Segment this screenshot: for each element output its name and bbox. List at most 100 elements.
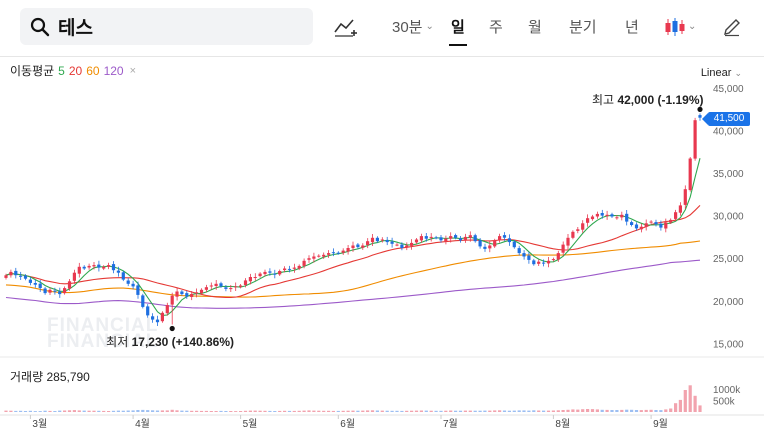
candle[interactable]: [639, 226, 643, 230]
candle[interactable]: [605, 214, 609, 217]
candle[interactable]: [390, 241, 394, 244]
candle[interactable]: [698, 115, 702, 118]
candle[interactable]: [370, 237, 375, 243]
tab-day[interactable]: 일: [449, 16, 467, 46]
candle[interactable]: [107, 265, 111, 267]
candle[interactable]: [63, 288, 67, 294]
tab-quarter[interactable]: 분기: [569, 19, 597, 36]
candle[interactable]: [615, 217, 619, 219]
candle[interactable]: [429, 236, 433, 238]
candle[interactable]: [414, 239, 419, 243]
candle[interactable]: [268, 271, 272, 273]
candle[interactable]: [234, 286, 238, 288]
candle[interactable]: [283, 268, 287, 271]
candle[interactable]: [160, 312, 164, 322]
candle[interactable]: [463, 236, 467, 240]
candle[interactable]: [356, 244, 360, 248]
candle[interactable]: [410, 242, 414, 246]
candle[interactable]: [458, 238, 463, 241]
candle[interactable]: [58, 291, 62, 295]
candle[interactable]: [674, 212, 678, 219]
candle[interactable]: [556, 253, 560, 260]
candle[interactable]: [654, 222, 658, 225]
close-icon[interactable]: ×: [129, 64, 137, 77]
candle[interactable]: [248, 277, 252, 282]
candle[interactable]: [434, 237, 438, 239]
candle[interactable]: [405, 245, 409, 248]
candle[interactable]: [312, 256, 316, 259]
candle[interactable]: [351, 245, 355, 249]
candle[interactable]: [419, 236, 423, 241]
candle[interactable]: [199, 289, 204, 294]
candle[interactable]: [131, 283, 135, 287]
candle[interactable]: [141, 295, 145, 307]
candle[interactable]: [92, 265, 96, 267]
candle[interactable]: [190, 294, 194, 297]
candle[interactable]: [366, 241, 370, 245]
candle[interactable]: [454, 235, 458, 238]
candle[interactable]: [292, 267, 296, 269]
candle[interactable]: [375, 237, 379, 242]
candle[interactable]: [444, 238, 448, 242]
candle[interactable]: [151, 316, 155, 320]
candle[interactable]: [111, 264, 116, 271]
candle[interactable]: [229, 288, 233, 290]
candle[interactable]: [532, 260, 536, 265]
candle[interactable]: [243, 280, 248, 285]
candle[interactable]: [48, 289, 52, 293]
candle[interactable]: [331, 252, 335, 254]
candle[interactable]: [502, 235, 507, 238]
candle[interactable]: [317, 255, 321, 257]
candle[interactable]: [659, 223, 663, 228]
candle[interactable]: [385, 240, 389, 243]
candle[interactable]: [473, 235, 477, 242]
candle[interactable]: [263, 271, 267, 275]
candle[interactable]: [678, 205, 682, 213]
candle[interactable]: [219, 283, 223, 287]
candle[interactable]: [361, 245, 365, 248]
candle[interactable]: [527, 255, 531, 260]
candle[interactable]: [517, 248, 521, 254]
candle[interactable]: [67, 281, 72, 289]
candle[interactable]: [287, 268, 292, 270]
candle[interactable]: [180, 291, 184, 295]
scale-mode-toggle[interactable]: Linear ⌄: [701, 67, 742, 79]
search-query[interactable]: 테스: [58, 18, 93, 39]
candle[interactable]: [546, 260, 551, 264]
candle[interactable]: [4, 275, 8, 278]
candle[interactable]: [28, 279, 32, 283]
candle[interactable]: [537, 261, 541, 264]
candle[interactable]: [116, 270, 120, 273]
candle[interactable]: [512, 241, 516, 248]
candle[interactable]: [576, 229, 580, 231]
candle[interactable]: [72, 272, 76, 281]
candle[interactable]: [586, 218, 590, 223]
candle[interactable]: [600, 213, 604, 216]
candle[interactable]: [121, 272, 125, 280]
chart-type-select[interactable]: ⌄: [664, 8, 696, 45]
candle[interactable]: [327, 253, 331, 255]
candle[interactable]: [155, 319, 160, 323]
candle[interactable]: [87, 265, 91, 268]
candle[interactable]: [610, 214, 614, 217]
candle[interactable]: [239, 285, 243, 287]
candle[interactable]: [204, 287, 208, 290]
candle[interactable]: [136, 285, 140, 295]
candle[interactable]: [561, 244, 565, 253]
candle[interactable]: [341, 250, 345, 253]
candle[interactable]: [170, 295, 174, 305]
candle[interactable]: [195, 292, 199, 294]
candle[interactable]: [38, 283, 42, 288]
candle[interactable]: [424, 236, 428, 239]
candle[interactable]: [82, 266, 86, 269]
candle[interactable]: [449, 236, 453, 239]
candle[interactable]: [634, 224, 639, 229]
candle[interactable]: [542, 262, 546, 264]
candle[interactable]: [400, 244, 404, 248]
candle[interactable]: [126, 280, 130, 284]
candle[interactable]: [297, 265, 301, 269]
candle[interactable]: [102, 266, 106, 269]
candle[interactable]: [175, 291, 179, 297]
candle[interactable]: [478, 240, 482, 247]
candle[interactable]: [185, 293, 189, 297]
